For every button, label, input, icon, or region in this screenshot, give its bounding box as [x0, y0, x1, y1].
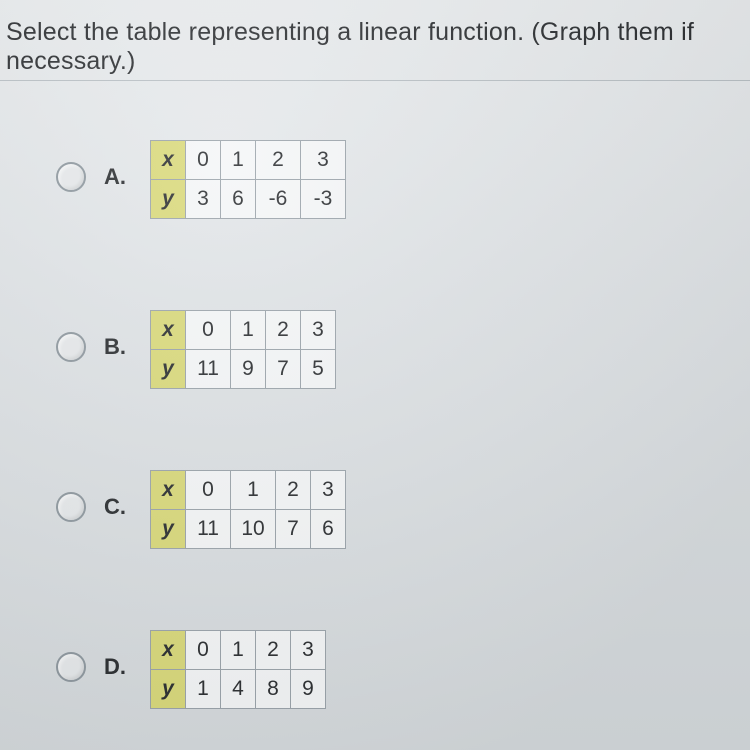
cell: 9: [291, 670, 326, 709]
cell: 2: [256, 141, 301, 180]
cell: 2: [256, 631, 291, 670]
cell: 7: [266, 350, 301, 389]
radio-b[interactable]: [56, 332, 86, 362]
table-a: x 0 1 2 3 y 3 6 -6 -3: [150, 140, 346, 219]
cell: 1: [231, 311, 266, 350]
cell: 3: [301, 311, 336, 350]
cell: 3: [301, 141, 346, 180]
table-d: x 0 1 2 3 y 1 4 8 9: [150, 630, 326, 709]
option-c[interactable]: C. x 0 1 2 3 y 11 10 7 6: [56, 470, 346, 549]
cell: 0: [186, 471, 231, 510]
cell: 3: [311, 471, 346, 510]
option-a[interactable]: A. x 0 1 2 3 y 3 6 -6 -3: [56, 140, 346, 219]
cell: 1: [231, 471, 276, 510]
cell: 2: [266, 311, 301, 350]
x-header: x: [151, 631, 186, 670]
cell: 3: [186, 180, 221, 219]
table-b: x 0 1 2 3 y 11 9 7 5: [150, 310, 336, 389]
cell: 11: [186, 510, 231, 549]
option-letter-b: B.: [104, 334, 128, 360]
cell: 10: [231, 510, 276, 549]
y-header: y: [151, 350, 186, 389]
divider: [0, 80, 750, 81]
cell: 6: [311, 510, 346, 549]
option-letter-c: C.: [104, 494, 128, 520]
cell: 1: [186, 670, 221, 709]
cell: 1: [221, 631, 256, 670]
question-text: Select the table representing a linear f…: [6, 18, 750, 76]
cell: 4: [221, 670, 256, 709]
y-header: y: [151, 670, 186, 709]
cell: 3: [291, 631, 326, 670]
cell: 1: [221, 141, 256, 180]
cell: 8: [256, 670, 291, 709]
cell: 5: [301, 350, 336, 389]
cell: 11: [186, 350, 231, 389]
table-c: x 0 1 2 3 y 11 10 7 6: [150, 470, 346, 549]
cell: 0: [186, 631, 221, 670]
cell: 9: [231, 350, 266, 389]
radio-d[interactable]: [56, 652, 86, 682]
radio-c[interactable]: [56, 492, 86, 522]
cell: 7: [276, 510, 311, 549]
cell: 6: [221, 180, 256, 219]
cell: 0: [186, 141, 221, 180]
option-letter-a: A.: [104, 164, 128, 190]
x-header: x: [151, 471, 186, 510]
option-letter-d: D.: [104, 654, 128, 680]
radio-a[interactable]: [56, 162, 86, 192]
cell: 0: [186, 311, 231, 350]
x-header: x: [151, 311, 186, 350]
y-header: y: [151, 510, 186, 549]
cell: -6: [256, 180, 301, 219]
y-header: y: [151, 180, 186, 219]
option-b[interactable]: B. x 0 1 2 3 y 11 9 7 5: [56, 310, 336, 389]
cell: -3: [301, 180, 346, 219]
option-d[interactable]: D. x 0 1 2 3 y 1 4 8 9: [56, 630, 326, 709]
cell: 2: [276, 471, 311, 510]
x-header: x: [151, 141, 186, 180]
